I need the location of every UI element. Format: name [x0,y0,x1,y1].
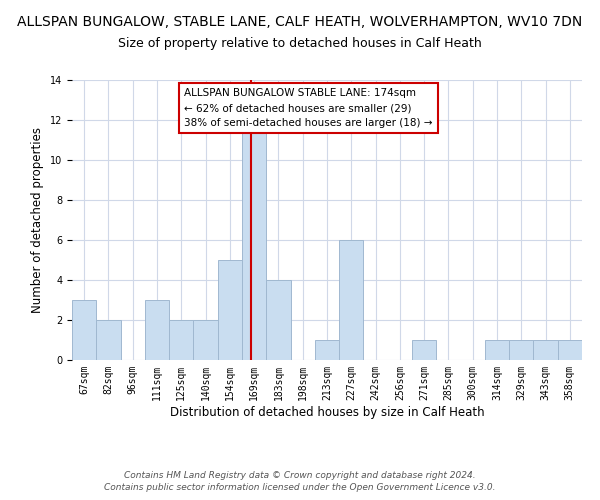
Text: ALLSPAN BUNGALOW, STABLE LANE, CALF HEATH, WOLVERHAMPTON, WV10 7DN: ALLSPAN BUNGALOW, STABLE LANE, CALF HEAT… [17,15,583,29]
Bar [169,320,193,360]
Bar [193,320,218,360]
Bar [558,340,582,360]
Bar [339,240,364,360]
Bar [485,340,509,360]
Text: Contains HM Land Registry data © Crown copyright and database right 2024.
Contai: Contains HM Land Registry data © Crown c… [104,471,496,492]
Text: ALLSPAN BUNGALOW STABLE LANE: 174sqm
← 62% of detached houses are smaller (29)
3: ALLSPAN BUNGALOW STABLE LANE: 174sqm ← 6… [184,88,433,128]
Bar [266,280,290,360]
Bar [315,340,339,360]
Bar [96,320,121,360]
Bar [145,300,169,360]
Bar [218,260,242,360]
Bar [72,300,96,360]
Bar [533,340,558,360]
Bar [509,340,533,360]
Bar [412,340,436,360]
Bar [242,120,266,360]
X-axis label: Distribution of detached houses by size in Calf Heath: Distribution of detached houses by size … [170,406,484,418]
Y-axis label: Number of detached properties: Number of detached properties [31,127,44,313]
Text: Size of property relative to detached houses in Calf Heath: Size of property relative to detached ho… [118,38,482,51]
